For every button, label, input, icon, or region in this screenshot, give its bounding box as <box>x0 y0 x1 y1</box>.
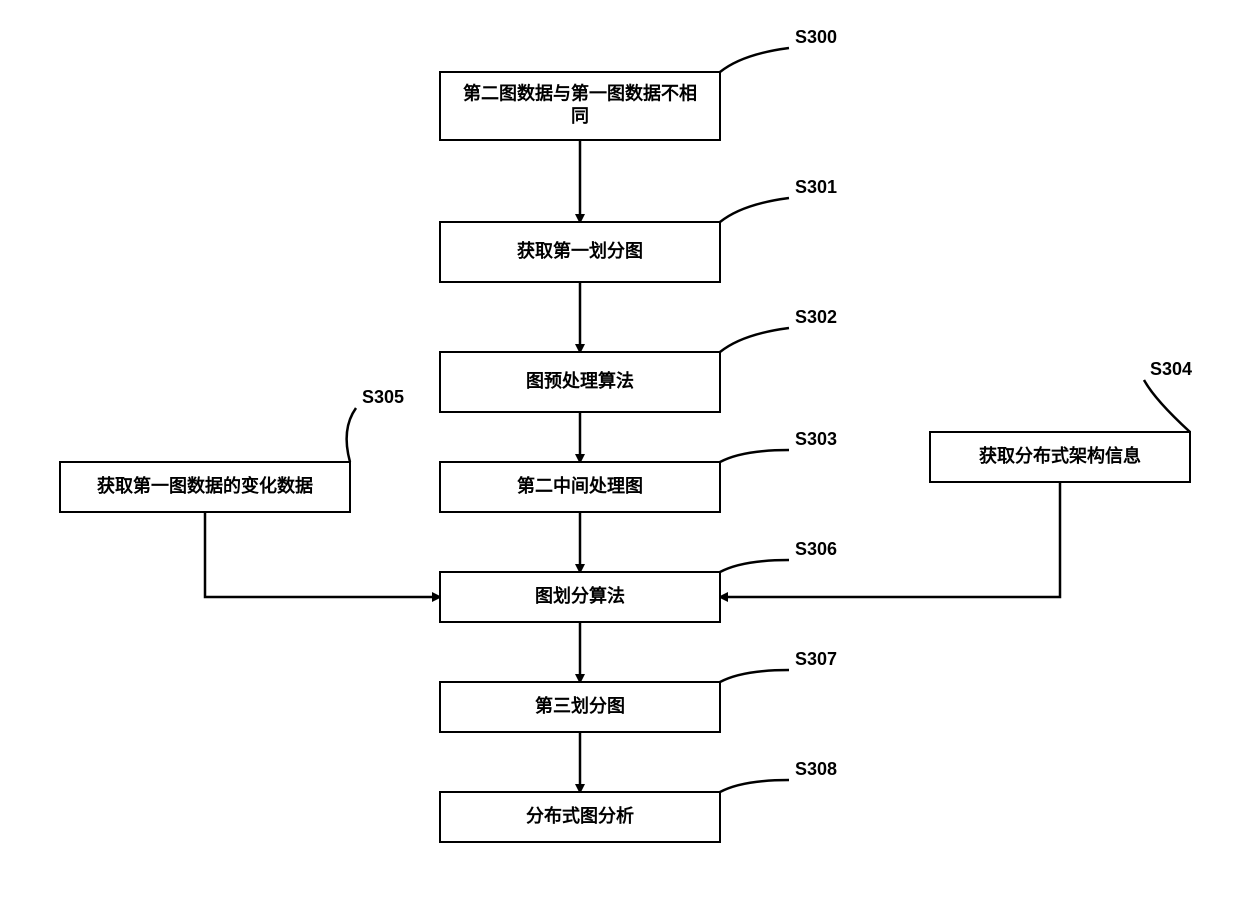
node-label-s308: 分布式图分析 <box>526 805 634 826</box>
edge-s304-s306 <box>720 482 1060 597</box>
node-s302: 图预处理算法 <box>440 352 720 412</box>
callout-lbl304 <box>1144 380 1190 432</box>
node-label-s307: 第三划分图 <box>535 695 625 716</box>
step-label-S301: S301 <box>795 177 837 197</box>
node-label-s305: 获取第一图数据的变化数据 <box>97 475 313 496</box>
callout-lbl306 <box>720 560 789 572</box>
callout-lbl307 <box>720 670 789 682</box>
node-s308: 分布式图分析 <box>440 792 720 842</box>
node-label-s302: 图预处理算法 <box>526 370 634 391</box>
flowchart-canvas: 第二图数据与第一图数据不相同获取第一划分图图预处理算法第二中间处理图图划分算法第… <box>0 0 1239 899</box>
step-label-S306: S306 <box>795 539 837 559</box>
node-label-s306: 图划分算法 <box>535 585 625 606</box>
step-label-S302: S302 <box>795 307 837 327</box>
callout-lbl302 <box>720 328 789 352</box>
node-s301: 获取第一划分图 <box>440 222 720 282</box>
step-label-S307: S307 <box>795 649 837 669</box>
edge-s305-s306 <box>205 512 440 597</box>
node-label-s304: 获取分布式架构信息 <box>979 445 1141 466</box>
node-label-s300-line0: 第二图数据与第一图数据不相 <box>463 83 697 104</box>
callout-lbl301 <box>720 198 789 222</box>
node-label-s301: 获取第一划分图 <box>517 240 643 261</box>
node-s300: 第二图数据与第一图数据不相同 <box>440 72 720 140</box>
callout-lbl300 <box>720 48 789 72</box>
node-label-s300-line1: 同 <box>571 106 589 126</box>
step-label-S305: S305 <box>362 387 404 407</box>
node-s307: 第三划分图 <box>440 682 720 732</box>
callout-lbl305 <box>347 408 356 462</box>
callout-lbl303 <box>720 450 789 462</box>
node-s304: 获取分布式架构信息 <box>930 432 1190 482</box>
nodes-layer: 第二图数据与第一图数据不相同获取第一划分图图预处理算法第二中间处理图图划分算法第… <box>60 72 1190 842</box>
node-s305: 获取第一图数据的变化数据 <box>60 462 350 512</box>
step-label-S308: S308 <box>795 759 837 779</box>
node-s306: 图划分算法 <box>440 572 720 622</box>
step-label-S303: S303 <box>795 429 837 449</box>
node-label-s303: 第二中间处理图 <box>517 475 643 496</box>
node-s303: 第二中间处理图 <box>440 462 720 512</box>
step-label-S304: S304 <box>1150 359 1192 379</box>
step-label-S300: S300 <box>795 27 837 47</box>
callout-lbl308 <box>720 780 789 792</box>
